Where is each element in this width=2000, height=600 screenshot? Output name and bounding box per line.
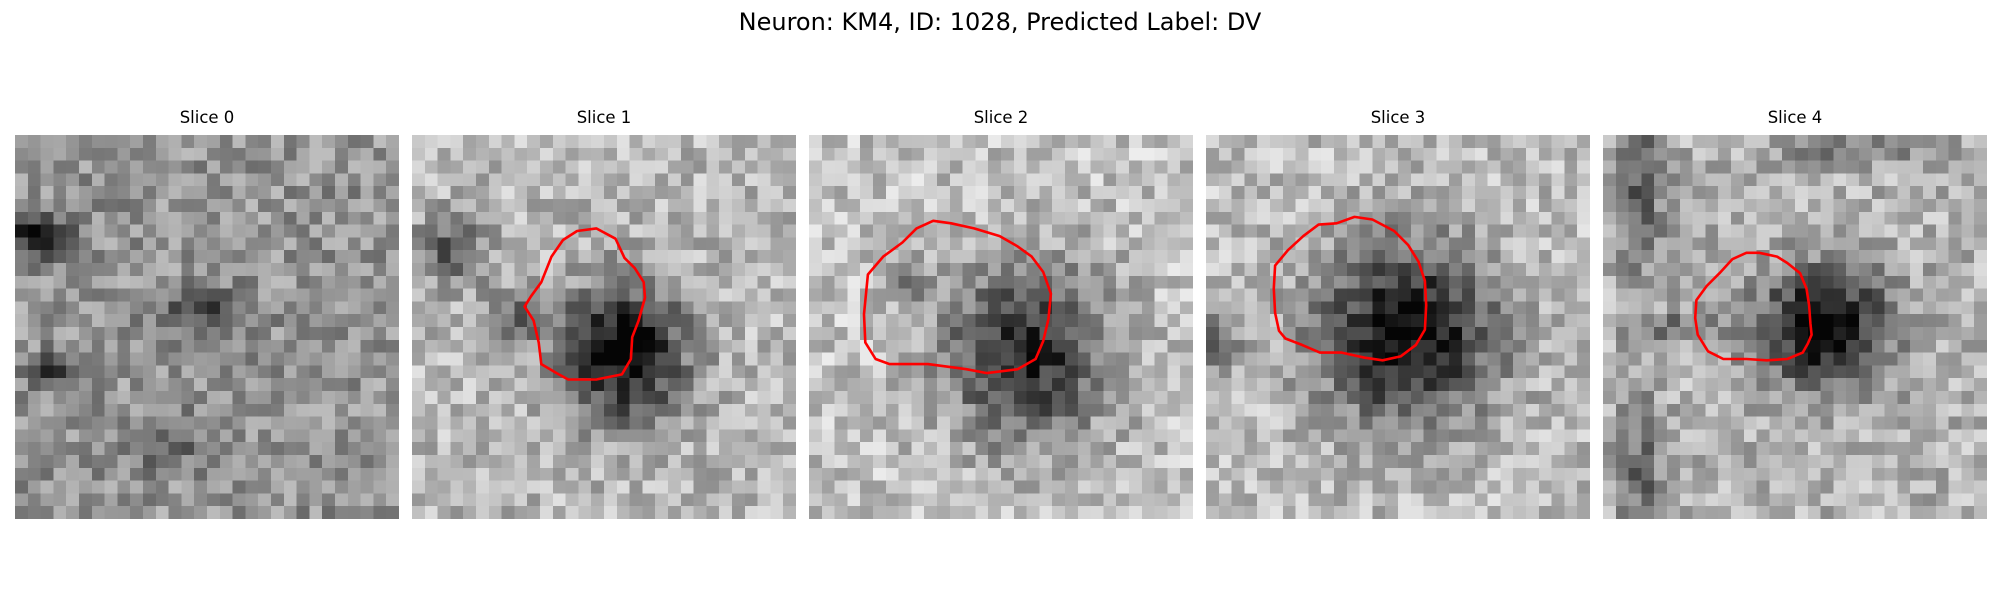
slice-image-3-svg <box>1206 135 1590 519</box>
slice-title-0: Slice 0 <box>179 108 235 127</box>
slice-title-4: Slice 4 <box>1767 108 1823 127</box>
slice-title-1: Slice 1 <box>576 108 632 127</box>
slice-panel-4: Slice 4 <box>1603 107 1987 519</box>
slice-image-2-svg <box>809 135 1193 519</box>
pixel-grid <box>809 135 1193 519</box>
segmentation-contour <box>862 219 1053 375</box>
segmentation-contour <box>1693 251 1813 362</box>
slice-title-2: Slice 2 <box>973 108 1029 127</box>
slice-panel-3: Slice 3 <box>1206 107 1590 519</box>
slice-image-1-svg <box>412 135 796 519</box>
slice-image-3 <box>1206 135 1590 519</box>
figure-title: Neuron: KM4, ID: 1028, Predicted Label: … <box>738 8 1262 36</box>
slice-image-4 <box>1603 135 1987 519</box>
pixel-grid <box>1206 135 1590 519</box>
slice-panel-2: Slice 2 <box>809 107 1193 519</box>
slice-image-4-svg <box>1603 135 1987 519</box>
segmentation-contour <box>1272 215 1428 362</box>
slice-image-0-svg <box>15 135 399 519</box>
slice-panel-0: Slice 0 <box>15 107 399 519</box>
pixel-grid <box>1603 135 1987 519</box>
slice-image-1 <box>412 135 796 519</box>
slice-panel-1: Slice 1 <box>412 107 796 519</box>
slice-image-0 <box>15 135 399 519</box>
pixel-grid <box>15 135 399 519</box>
segmentation-contour <box>523 227 647 381</box>
pixel-grid <box>412 135 796 519</box>
slice-image-2 <box>809 135 1193 519</box>
slice-title-3: Slice 3 <box>1370 108 1426 127</box>
